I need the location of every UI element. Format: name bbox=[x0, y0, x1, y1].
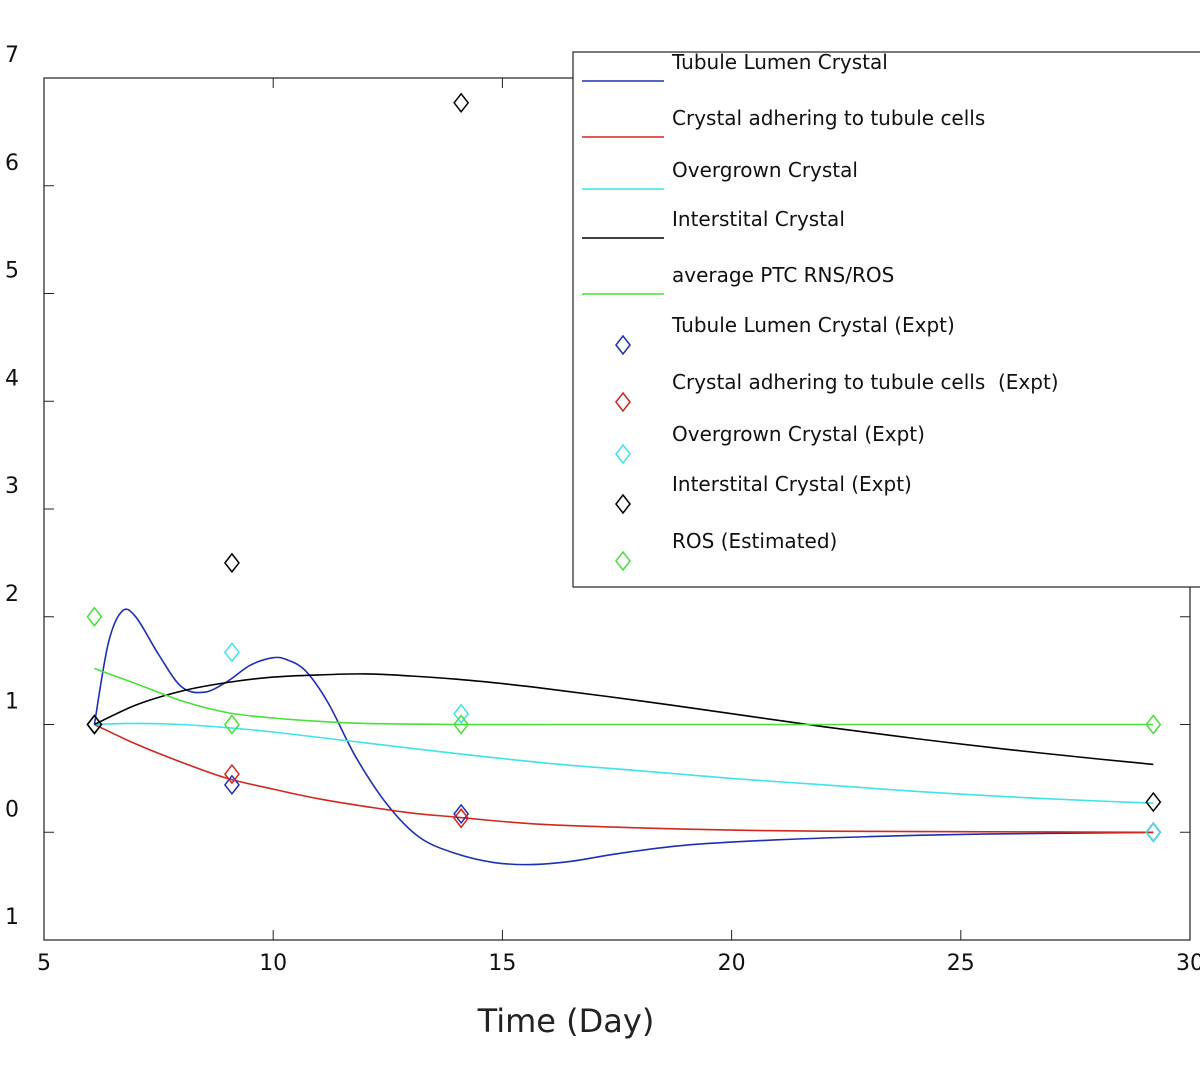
series-marker-8 bbox=[86, 714, 103, 735]
series-marker-9 bbox=[86, 606, 103, 627]
series-marker-6 bbox=[453, 808, 470, 829]
legend-entry-label: average PTC RNS/ROS bbox=[672, 263, 894, 287]
legend-entry-label: Crystal adhering to tubule cells bbox=[672, 106, 985, 130]
legend-swatch-marker bbox=[615, 391, 631, 413]
series-lines bbox=[93, 608, 1154, 866]
series-marker-7 bbox=[223, 642, 240, 663]
y-tick-label: 3 bbox=[5, 474, 19, 499]
x-tick-label: 10 bbox=[259, 951, 287, 976]
x-tick-label: 5 bbox=[37, 951, 51, 976]
legend-swatch-marker bbox=[615, 493, 631, 515]
series-line-3 bbox=[94, 673, 1154, 766]
x-tick-label: 30 bbox=[1176, 951, 1200, 976]
y-tick-label: 5 bbox=[5, 259, 19, 284]
series-marker-8 bbox=[223, 552, 240, 574]
legend-entry-label: Overgrown Crystal bbox=[672, 158, 858, 182]
series-marker-7 bbox=[453, 703, 470, 724]
series-marker-8 bbox=[453, 92, 470, 114]
series-marker-9 bbox=[453, 714, 470, 735]
y-tick-label: 1 bbox=[5, 905, 19, 930]
legend-swatch-marker bbox=[615, 550, 631, 572]
y-tick-label: 6 bbox=[5, 151, 19, 176]
legend-entry-label: Tubule Lumen Crystal (Expt) bbox=[671, 313, 955, 337]
series-marker-6 bbox=[223, 763, 240, 785]
legend-entry-label: ROS (Estimated) bbox=[672, 529, 837, 553]
y-tick-label: 1 bbox=[5, 690, 19, 715]
x-axis-ticks: 5 10 15 20 25 30 bbox=[37, 78, 1200, 976]
series-line-1 bbox=[94, 723, 1154, 834]
y-tick-label: 2 bbox=[5, 582, 19, 607]
legend-entry-label: Tubule Lumen Crystal bbox=[671, 50, 888, 74]
series-marker-9 bbox=[1145, 714, 1162, 735]
x-tick-label: 25 bbox=[947, 951, 975, 976]
series-line-0 bbox=[93, 608, 1154, 866]
x-tick-label: 20 bbox=[718, 951, 746, 976]
legend-swatch-marker bbox=[615, 443, 631, 465]
legend-entry-label: Interstital Crystal bbox=[672, 207, 845, 231]
x-tick-label: 15 bbox=[488, 951, 516, 976]
series-markers bbox=[86, 92, 1162, 843]
legend-swatch-marker bbox=[615, 334, 631, 356]
y-axis-ticks: 1 0 1 2 3 4 5 6 7 bbox=[5, 43, 1190, 941]
series-marker-5 bbox=[453, 803, 470, 825]
series-line-2 bbox=[94, 722, 1154, 804]
series-marker-5 bbox=[223, 774, 240, 796]
legend-entry-label: Overgrown Crystal (Expt) bbox=[672, 422, 925, 446]
series-marker-8 bbox=[1145, 791, 1162, 813]
y-tick-label: 4 bbox=[5, 366, 19, 391]
legend-entry-label: Interstital Crystal (Expt) bbox=[672, 472, 912, 496]
legend: Tubule Lumen Crystal Crystal adhering to … bbox=[572, 50, 1200, 588]
series-marker-9 bbox=[223, 714, 240, 735]
x-axis-label: Time (Day) bbox=[477, 1002, 655, 1040]
series-line-4 bbox=[94, 667, 1154, 726]
series-marker-7 bbox=[1145, 822, 1162, 843]
y-tick-label: 7 bbox=[5, 43, 19, 68]
y-tick-label: 0 bbox=[5, 797, 19, 822]
legend-box bbox=[572, 51, 1200, 588]
legend-entry-label: Crystal adhering to tubule cells (Expt) bbox=[672, 370, 1059, 394]
